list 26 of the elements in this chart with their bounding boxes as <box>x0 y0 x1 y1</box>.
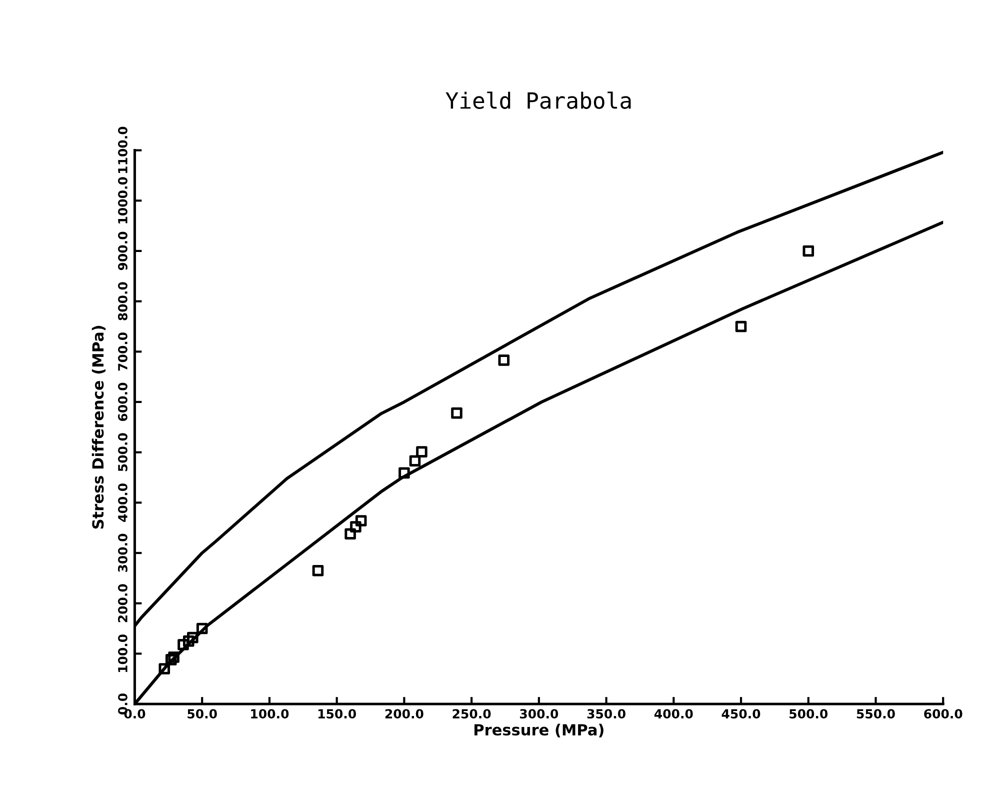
x-tick-label: 400.0 <box>654 709 693 719</box>
y-tick-label: 800.0 <box>118 282 128 320</box>
y-tick-label: 500.0 <box>118 433 128 472</box>
x-tick-label: 200.0 <box>385 709 424 719</box>
y-tick-label: 100.0 <box>118 634 128 672</box>
y-tick-label: 600.0 <box>118 382 128 421</box>
x-tick-label: 250.0 <box>452 709 491 719</box>
x-tick-label: 350.0 <box>587 709 626 719</box>
y-axis-title: Stress Difference (MPa) <box>92 326 106 529</box>
y-tick-label: 1100.0 <box>118 126 128 173</box>
x-tick-label: 300.0 <box>520 709 558 719</box>
y-tick-label: 1000.0 <box>118 177 128 224</box>
x-tick-label: 450.0 <box>722 709 760 719</box>
x-tick-label: 150.0 <box>318 709 356 719</box>
x-tick-label: 600.0 <box>924 709 962 719</box>
y-tick-label: 200.0 <box>118 584 128 622</box>
y-tick-label: 400.0 <box>118 483 128 522</box>
x-tick-label: 500.0 <box>790 709 828 719</box>
y-tick-label: 300.0 <box>118 534 128 572</box>
chart-title: Yield Parabola <box>446 92 631 109</box>
y-tick-label: 700.0 <box>118 332 128 371</box>
y-tick-label: 900.0 <box>118 232 128 270</box>
x-tick-label: 50.0 <box>188 709 217 719</box>
x-axis-title: Pressure (MPa) <box>474 724 604 738</box>
x-tick-label: 550.0 <box>856 709 895 719</box>
x-tick-label: 100.0 <box>251 709 289 719</box>
